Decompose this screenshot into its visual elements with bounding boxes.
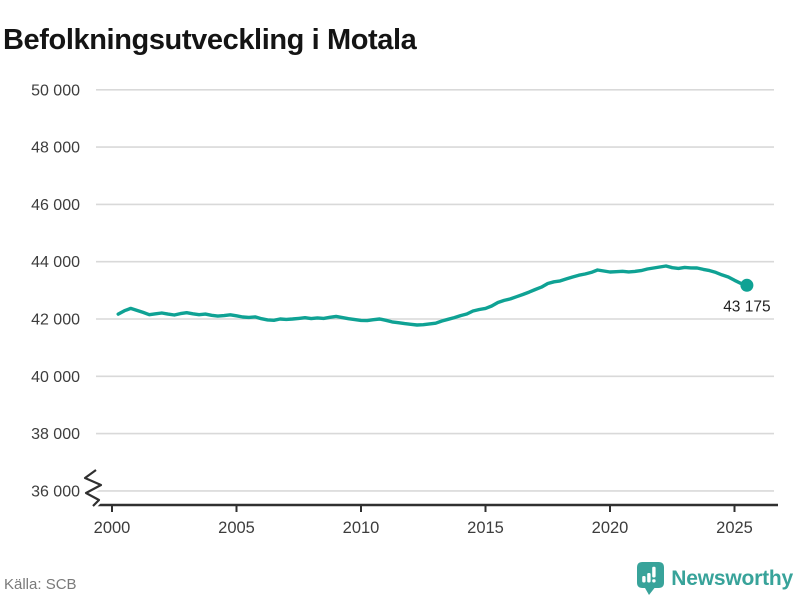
population-line-chart: 50 000 48 000 46 000 44 000 42 000 40 000 38 0… xyxy=(31,82,778,537)
y-axis-tick-label: 36 000 xyxy=(31,483,80,500)
last-value-label: 43 175 xyxy=(723,298,770,315)
y-axis-tick-label: 40 000 xyxy=(31,369,80,386)
x-axis-tick-label: 2000 xyxy=(94,519,131,537)
y-axis-tick-label: 42 000 xyxy=(31,312,80,329)
newsworthy-logo-icon xyxy=(637,562,665,595)
y-axis-tick-label: 50 000 xyxy=(31,82,80,99)
newsworthy-brand[interactable]: Newsworthy xyxy=(637,562,793,595)
x-axis-tick-label: 2025 xyxy=(716,519,753,537)
brand-name: Newsworthy xyxy=(671,566,793,590)
population-line xyxy=(116,264,749,327)
last-point-dot xyxy=(740,278,754,292)
x-axis-tick-label: 2015 xyxy=(467,519,504,537)
page-title: Befolkningsutveckling i Motala xyxy=(3,24,417,57)
y-axis-tick-label: 38 000 xyxy=(31,426,80,443)
x-axis-tick-label: 2005 xyxy=(218,519,255,537)
y-axis-tick-label: 48 000 xyxy=(31,140,80,157)
x-axis-tick-label: 2010 xyxy=(343,519,380,537)
y-axis-tick-label: 46 000 xyxy=(31,197,80,214)
axis-break-icon xyxy=(83,469,103,507)
y-axis-tick-label: 44 000 xyxy=(31,254,80,271)
source-label: Källa: SCB xyxy=(4,576,77,593)
x-axis-tick-label: 2020 xyxy=(592,519,629,537)
